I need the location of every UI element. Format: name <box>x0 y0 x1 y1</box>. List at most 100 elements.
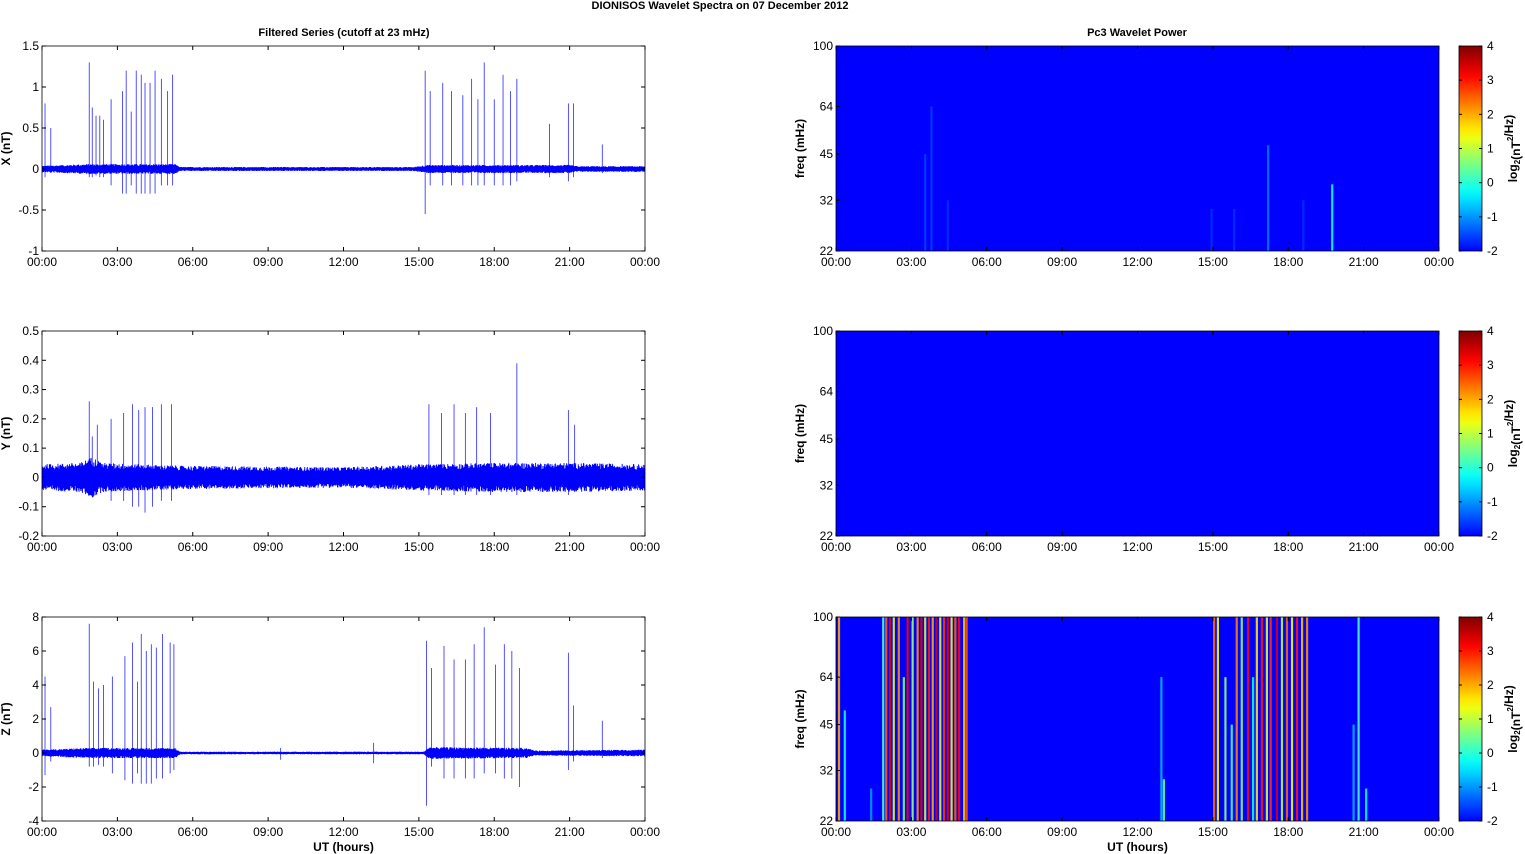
power-stripe <box>1235 617 1238 821</box>
y-tick-label: 0.1 <box>22 441 39 455</box>
x-tick-label: 18:00 <box>479 825 509 839</box>
x-tick-label: 00:00 <box>27 255 57 269</box>
colorbar-tick-label: 2 <box>1487 107 1494 121</box>
colorbar-label: log2(nT2/Hz) <box>1502 685 1523 753</box>
power-stripe <box>1331 184 1334 251</box>
panels: -1 -0.5 0 0.5 1 1.5 00:00 03:00 06:00 09:00 12:00 1… <box>0 39 1523 854</box>
power-stripe <box>1280 617 1284 821</box>
colorbar-tick-label: 4 <box>1487 324 1494 338</box>
y-tick-label: 64 <box>820 384 834 398</box>
power-stripe <box>1275 617 1279 821</box>
y-tick-label: 64 <box>820 99 834 113</box>
power-stripe <box>906 617 909 821</box>
x-tick-label: 18:00 <box>1273 540 1303 554</box>
heatmap-background <box>836 46 1439 251</box>
x-tick-label: 15:00 <box>1198 540 1228 554</box>
x-tick-label: 03:00 <box>896 825 926 839</box>
right-column-title: Pc3 Wavelet Power <box>1087 27 1188 39</box>
Y-filtered-series: -0.2 -0.1 0 0.1 0.2 0.3 0.4 0.5 00:00 03:00 06:00 0… <box>0 324 660 554</box>
series-group <box>42 623 645 806</box>
X-filtered-series: -1 -0.5 0 0.5 1 1.5 00:00 03:00 06:00 09:00 12:00 1… <box>0 39 660 269</box>
power-stripe <box>1216 617 1219 821</box>
power-stripe <box>1305 617 1309 821</box>
x-tick-label: 09:00 <box>253 540 283 554</box>
y-tick-label: 0.4 <box>22 353 39 367</box>
x-tick-label: 06:00 <box>178 255 208 269</box>
colorbar-label-part: (nT <box>1509 426 1523 445</box>
y-tick-label: 0.2 <box>22 412 39 426</box>
power-stripe <box>963 617 966 821</box>
x-tick-label: 15:00 <box>404 825 434 839</box>
series-group <box>42 363 645 513</box>
power-stripe <box>870 788 873 821</box>
y-tick-label: 1.5 <box>22 39 39 53</box>
x-tick-label: 09:00 <box>1047 825 1077 839</box>
x-tick-label: 21:00 <box>1349 540 1379 554</box>
power-stripe <box>924 154 927 251</box>
power-stripe <box>1300 617 1304 821</box>
power-stripe <box>916 617 919 821</box>
figure-title: DIONISOS Wavelet Spectra on 07 December … <box>592 0 849 12</box>
power-stripe <box>1365 788 1368 821</box>
colorbar-label-part: /Hz) <box>1502 685 1516 707</box>
y-tick-label: 0 <box>32 162 39 176</box>
x-tick-label: 21:00 <box>555 825 585 839</box>
y-tick-label: 2 <box>32 712 39 726</box>
plot-area <box>42 46 645 251</box>
x-axis-label: UT (hours) <box>1107 840 1168 854</box>
colorbar-tick-label: -2 <box>1487 814 1498 828</box>
colorbar-scale <box>1458 330 1483 537</box>
colorbar-tick-label: -1 <box>1487 780 1498 794</box>
x-tick-label: 15:00 <box>1198 825 1228 839</box>
y-axis-label: freq (mHz) <box>793 119 807 178</box>
power-stripe <box>892 617 895 821</box>
x-tick-label: 06:00 <box>972 255 1002 269</box>
colorbar-label-part: 2 <box>1513 444 1522 449</box>
y-tick-label: 64 <box>820 670 834 684</box>
y-tick-label: 45 <box>820 718 834 732</box>
heatmap-background <box>836 617 1439 821</box>
y-tick-label: 100 <box>813 324 833 338</box>
x-tick-label: 03:00 <box>102 825 132 839</box>
x-tick-label: 03:00 <box>896 540 926 554</box>
power-stripe <box>888 617 892 821</box>
x-tick-label: 00:00 <box>821 255 851 269</box>
power-stripe <box>924 617 927 821</box>
x-tick-label: 12:00 <box>328 540 358 554</box>
x-tick-label: 12:00 <box>328 825 358 839</box>
power-stripe <box>1260 617 1263 821</box>
colorbar-label: log2(nT2/Hz) <box>1502 115 1523 183</box>
y-tick-label: 6 <box>32 644 39 658</box>
colorbar-label-part: /Hz) <box>1502 115 1516 137</box>
y-tick-label: 32 <box>820 478 834 492</box>
y-tick-label: 22 <box>820 814 834 828</box>
y-tick-label: -0.5 <box>18 203 39 217</box>
power-stripe <box>946 200 949 251</box>
y-tick-label: 100 <box>813 39 833 53</box>
x-tick-label: 06:00 <box>178 825 208 839</box>
y-tick-label: 8 <box>32 610 39 624</box>
y-tick-label: 0.5 <box>22 121 39 135</box>
power-stripe <box>954 617 957 821</box>
x-tick-label: 18:00 <box>479 255 509 269</box>
x-axis-label: UT (hours) <box>313 840 374 854</box>
power-stripe <box>1295 617 1299 821</box>
power-stripe <box>1251 677 1255 821</box>
stripes-group <box>924 106 1334 251</box>
power-stripe <box>1224 677 1227 821</box>
x-tick-label: 03:00 <box>896 255 926 269</box>
power-stripe <box>882 617 885 821</box>
x-tick-label: 00:00 <box>630 825 660 839</box>
power-stripe <box>911 617 914 821</box>
power-stripe <box>950 617 953 821</box>
x-tick-label: 12:00 <box>1122 255 1152 269</box>
power-stripe <box>1357 617 1360 821</box>
colorbar-label-part: /Hz) <box>1502 400 1516 422</box>
plot-area <box>42 331 645 536</box>
x-tick-label: 09:00 <box>1047 540 1077 554</box>
power-stripe <box>1213 617 1216 821</box>
colorbar-tick-label: 0 <box>1487 461 1494 475</box>
